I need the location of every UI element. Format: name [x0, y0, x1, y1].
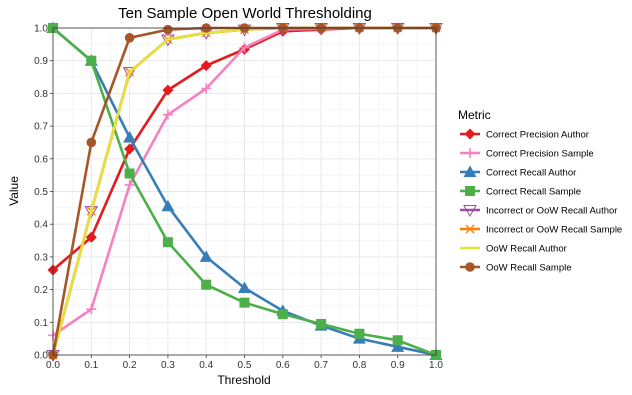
data-point	[238, 281, 251, 293]
legend-item: OoW Recall Sample	[460, 262, 572, 274]
legend-label: Correct Precision Sample	[486, 149, 594, 160]
data-point	[316, 318, 327, 329]
x-tick-label: 0.3	[161, 360, 175, 371]
data-point	[124, 143, 136, 155]
data-point	[201, 83, 212, 94]
y-tick-label: 0.5	[34, 187, 48, 198]
legend-swatch-marker	[463, 165, 477, 177]
data-point	[124, 179, 135, 190]
legend-item: Incorrect or OoW Recall Author	[460, 205, 617, 218]
x-tick-label: 0.2	[123, 360, 137, 371]
legend-item: OoW Recall Author	[460, 244, 567, 255]
data-point	[199, 250, 213, 262]
data-point	[239, 297, 250, 308]
legend-swatch-marker	[465, 148, 475, 158]
data-point	[124, 168, 135, 179]
legend-label: Incorrect or OoW Recall Author	[486, 206, 617, 217]
data-point	[277, 309, 288, 320]
data-point	[161, 199, 175, 212]
legend-label: Correct Precision Author	[486, 130, 589, 141]
x-tick-label: 0.4	[199, 360, 213, 371]
x-tick-label: 1.0	[429, 360, 443, 371]
plot-area: 0.0 0.1 0.2 0.3 0.4 0.5 0.6 0.7 0.8 0.9 1.0 0.0 0.1 0…	[34, 21, 443, 371]
y-tick-label: 0.1	[34, 318, 48, 329]
legend-label: Correct Recall Sample	[486, 187, 581, 198]
legend-item: Correct Precision Author	[460, 128, 589, 141]
legend: Metric Correct Precision Author Correct P…	[458, 108, 622, 274]
x-tick-label: 0.9	[391, 360, 405, 371]
data-point	[86, 137, 97, 148]
x-axis-title: Threshold	[217, 373, 270, 387]
data-point	[162, 237, 173, 248]
y-tick-label: 0.8	[34, 89, 48, 100]
y-tick-label: 0.0	[34, 351, 48, 362]
series-correct-recall-sample	[48, 23, 441, 360]
x-tick-label: 0.5	[238, 360, 252, 371]
data-point	[86, 55, 97, 66]
chart-title: Ten Sample Open World Thresholding	[118, 5, 372, 22]
legend-label: OoW Recall Sample	[486, 263, 572, 274]
data-point	[392, 335, 403, 346]
legend-item: Correct Precision Sample	[460, 148, 594, 160]
x-tick-label: 0.1	[84, 360, 98, 371]
data-point	[354, 328, 365, 339]
data-point	[124, 33, 135, 43]
x-tick-label: 0.7	[314, 360, 328, 371]
y-tick-label: 1.0	[34, 24, 48, 35]
data-point	[122, 67, 137, 80]
legend-swatch-marker	[463, 205, 477, 218]
legend-item: Incorrect or OoW Recall Sample	[460, 225, 622, 236]
series-correct-recall-author	[46, 21, 443, 360]
legend-label: OoW Recall Author	[486, 244, 567, 255]
data-point	[85, 231, 97, 243]
legend-swatch-marker	[465, 262, 475, 272]
y-tick-label: 0.4	[34, 220, 48, 231]
data-point	[391, 340, 405, 352]
y-tick-label: 0.7	[34, 122, 48, 133]
y-tick-label: 0.2	[34, 285, 48, 296]
data-point	[163, 24, 173, 35]
legend-label: Incorrect or OoW Recall Sample	[486, 225, 622, 236]
y-tick-label: 0.3	[34, 252, 48, 263]
legend-swatch-marker	[465, 186, 475, 196]
x-tick-label: 0.6	[276, 360, 290, 371]
data-point	[239, 42, 250, 53]
x-tick-label: 0.0	[46, 360, 60, 371]
data-point	[162, 109, 173, 120]
y-axis-title: Value	[7, 176, 21, 206]
data-point	[200, 60, 212, 72]
panel-border	[52, 27, 437, 356]
legend-item: Correct Recall Author	[460, 165, 576, 179]
data-point	[86, 304, 97, 315]
legend-swatch-marker	[465, 224, 475, 234]
legend-label: Correct Recall Author	[486, 168, 576, 179]
data-point	[162, 84, 174, 96]
data-point	[201, 279, 212, 290]
x-tick-label: 0.8	[352, 360, 366, 371]
legend-item: Correct Recall Sample	[460, 186, 581, 198]
y-tick-label: 0.9	[34, 56, 48, 67]
data-point	[123, 131, 137, 143]
legend-swatch-marker	[464, 128, 476, 140]
y-tick-label: 0.6	[34, 154, 48, 165]
legend-title: Metric	[458, 108, 491, 122]
